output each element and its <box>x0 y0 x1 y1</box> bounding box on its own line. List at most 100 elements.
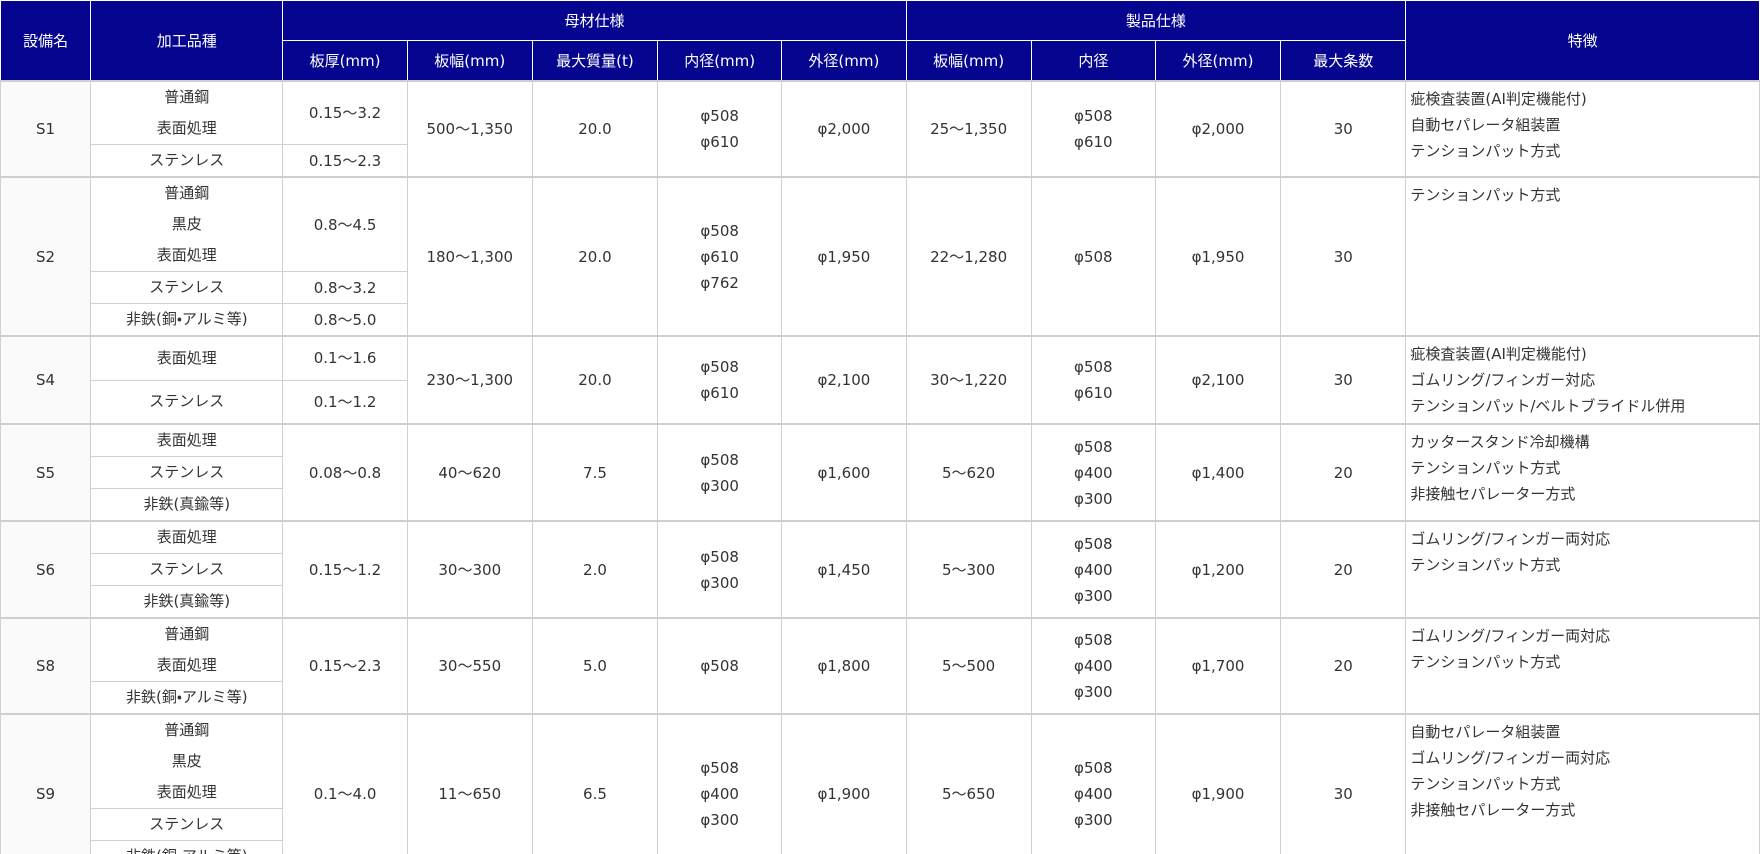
cell-line: ゴムリング/フィンガー対応 <box>1410 371 1596 389</box>
kind-cell: 非鉄(真鍮等) <box>90 488 284 522</box>
table-row: ステンレス 0.8〜3.2 <box>1 271 1760 304</box>
cell-line: φ508 <box>1074 631 1113 649</box>
kind-cell: ステンレス <box>90 456 284 489</box>
table-row: ステンレス <box>1 456 1760 489</box>
header-group: 母材仕様 <box>282 0 907 41</box>
inner-cell: φ508 <box>657 617 783 715</box>
kind-cell: 普通鋼 黒皮 表面処理 <box>90 713 284 809</box>
cell-line: 普通鋼 <box>164 184 210 202</box>
table-row: 非鉄(銅・アルミ等) <box>1 840 1760 854</box>
thickness-cell: 0.1〜1.2 <box>282 379 408 425</box>
thickness-cell: 0.15〜3.2 <box>282 80 408 145</box>
product-outer-cell: φ2,000 <box>1154 80 1282 178</box>
cell-line: ステンレス <box>149 815 225 833</box>
header-cell: 設備名 <box>0 0 92 82</box>
cell-line: φ508 <box>700 107 739 125</box>
outer-cell: φ1,900 <box>781 713 907 854</box>
max-strips-cell: 30 <box>1280 335 1407 425</box>
product-inner-cell: φ508 φ400 φ300 <box>1030 520 1156 619</box>
cell-line: 黒皮 <box>171 752 202 770</box>
product-inner-cell: φ508 φ400 φ300 <box>1030 423 1156 522</box>
product-inner-cell: φ508 φ610 <box>1030 80 1156 178</box>
product-outer-cell: φ1,900 <box>1154 713 1282 854</box>
kind-cell: 非鉄(真鍮等) <box>90 585 284 619</box>
table-row: ステンレス 0.1〜1.2 <box>1 379 1760 425</box>
inner-cell: φ508 φ610 <box>657 80 783 178</box>
product-width-cell: 25〜1,350 <box>905 80 1032 178</box>
cell-line: テンションパット方式 <box>1410 653 1561 671</box>
cell-line: φ300 <box>700 573 739 592</box>
features-cell: ゴムリング/フィンガー両対応 テンションパット方式 <box>1405 617 1760 715</box>
width-cell: 40〜620 <box>406 423 533 522</box>
cell-line: φ400 <box>700 784 739 803</box>
features-cell: カッタースタンド冷却機構 テンションパット方式 非接触セパレーター方式 <box>1405 423 1760 522</box>
inner-cell: φ508 φ400 φ300 <box>657 713 783 854</box>
table-row: ステンレス <box>1 808 1760 841</box>
product-outer-cell: φ1,200 <box>1154 520 1282 619</box>
product-inner-cell: φ508 φ400 φ300 <box>1030 713 1156 854</box>
table-row: S8 普通鋼 表面処理 0.15〜2.3 30〜550 5.0 φ508 φ1,800 5〜50… <box>0 617 1760 715</box>
cell-line: φ508 <box>1074 437 1113 456</box>
kind-cell: ステンレス <box>90 379 284 425</box>
header-cell: 内径(mm) <box>657 40 783 82</box>
cell-line: テンションパット方式 <box>1410 775 1561 793</box>
features-cell: 疵検査装置(AI判定機能付) 自動セパレータ組装置 テンションパット方式 <box>1405 80 1760 178</box>
equipment-name: S4 <box>0 335 92 425</box>
header-cell: 外径(mm) <box>781 40 907 82</box>
cell-line: φ508 <box>1074 758 1113 777</box>
cell-line: 非鉄(銅・アルミ等) <box>91 841 282 854</box>
cell-line: 表面処理 <box>156 119 217 137</box>
cell-line: 表面処理 <box>156 656 217 674</box>
kind-cell: ステンレス <box>90 271 284 304</box>
cell-line: テンションパット方式 <box>1410 142 1561 160</box>
cell-line: 非接触セパレーター方式 <box>1410 485 1576 503</box>
kind-cell: 非鉄(銅・アルミ等) <box>90 840 284 854</box>
cell-line: φ508 <box>700 358 739 376</box>
thickness-cell: 0.1〜1.6 <box>282 335 408 381</box>
cell-line: ステンレス <box>149 560 225 578</box>
inner-cell: φ508 φ610 φ762 <box>657 176 783 337</box>
max-strips-cell: 30 <box>1280 176 1407 337</box>
cell-line: 非鉄(真鍮等) <box>143 495 231 513</box>
equipment-name: S5 <box>0 423 92 522</box>
cell-line: φ610 <box>1074 133 1113 151</box>
equipment-name: S9 <box>0 713 92 854</box>
outer-cell: φ1,950 <box>781 176 907 337</box>
cell-line: 黒皮 <box>171 215 202 233</box>
max-strips-cell: 20 <box>1280 617 1407 715</box>
cell-line: ステンレス <box>149 392 225 411</box>
header-row: 設備名 加工品種 母材仕様 製品仕様 特徴 <box>0 0 1760 82</box>
cell-line: φ300 <box>1074 683 1113 701</box>
table-row: S9 普通鋼 黒皮 表面処理 0.1〜4.0 11〜650 6.5 φ508 φ400 φ300 φ… <box>0 713 1760 854</box>
header-cell: 最大条数 <box>1280 40 1407 82</box>
kind-cell: 普通鋼 表面処理 <box>90 617 284 682</box>
cell-line: φ508 <box>700 657 739 675</box>
cell-line: φ610 <box>700 247 739 266</box>
cell-line: 非鉄(真鍮等) <box>143 592 231 610</box>
cell-line: φ762 <box>700 273 739 292</box>
header-cell: 内径 <box>1030 40 1156 82</box>
cell-line: φ508 <box>1074 358 1113 376</box>
cell-line: 表面処理 <box>156 431 217 449</box>
cell-line: ステンレス <box>149 278 225 296</box>
header-cell: 加工品種 <box>90 0 284 82</box>
mass-cell: 20.0 <box>531 80 659 178</box>
kind-cell: 表面処理 <box>90 335 284 381</box>
kind-cell: 普通鋼 表面処理 <box>90 80 284 145</box>
max-strips-cell: 30 <box>1280 713 1407 854</box>
outer-cell: φ1,600 <box>781 423 907 522</box>
cell-line: カッタースタンド冷却機構 <box>1410 433 1590 451</box>
header-cell: 板幅(mm) <box>905 40 1032 82</box>
cell-line: ステンレス <box>149 463 225 481</box>
cell-line: 疵検査装置(AI判定機能付) <box>1410 345 1587 363</box>
header-group: 製品仕様 <box>905 0 1407 41</box>
cell-line: φ508 <box>700 547 739 566</box>
cell-line: 表面処理 <box>156 528 217 546</box>
kind-cell: 表面処理 <box>90 520 284 554</box>
header-cell: 外径(mm) <box>1154 40 1282 82</box>
max-strips-cell: 20 <box>1280 423 1407 522</box>
table-row: S2 普通鋼 黒皮 表面処理 0.8〜4.5 180〜1,300 20.0 φ508 φ610 φ… <box>0 176 1760 337</box>
cell-line: φ300 <box>700 476 739 495</box>
cell-line: φ610 <box>1074 384 1113 402</box>
cell-line: φ508 <box>700 758 739 777</box>
